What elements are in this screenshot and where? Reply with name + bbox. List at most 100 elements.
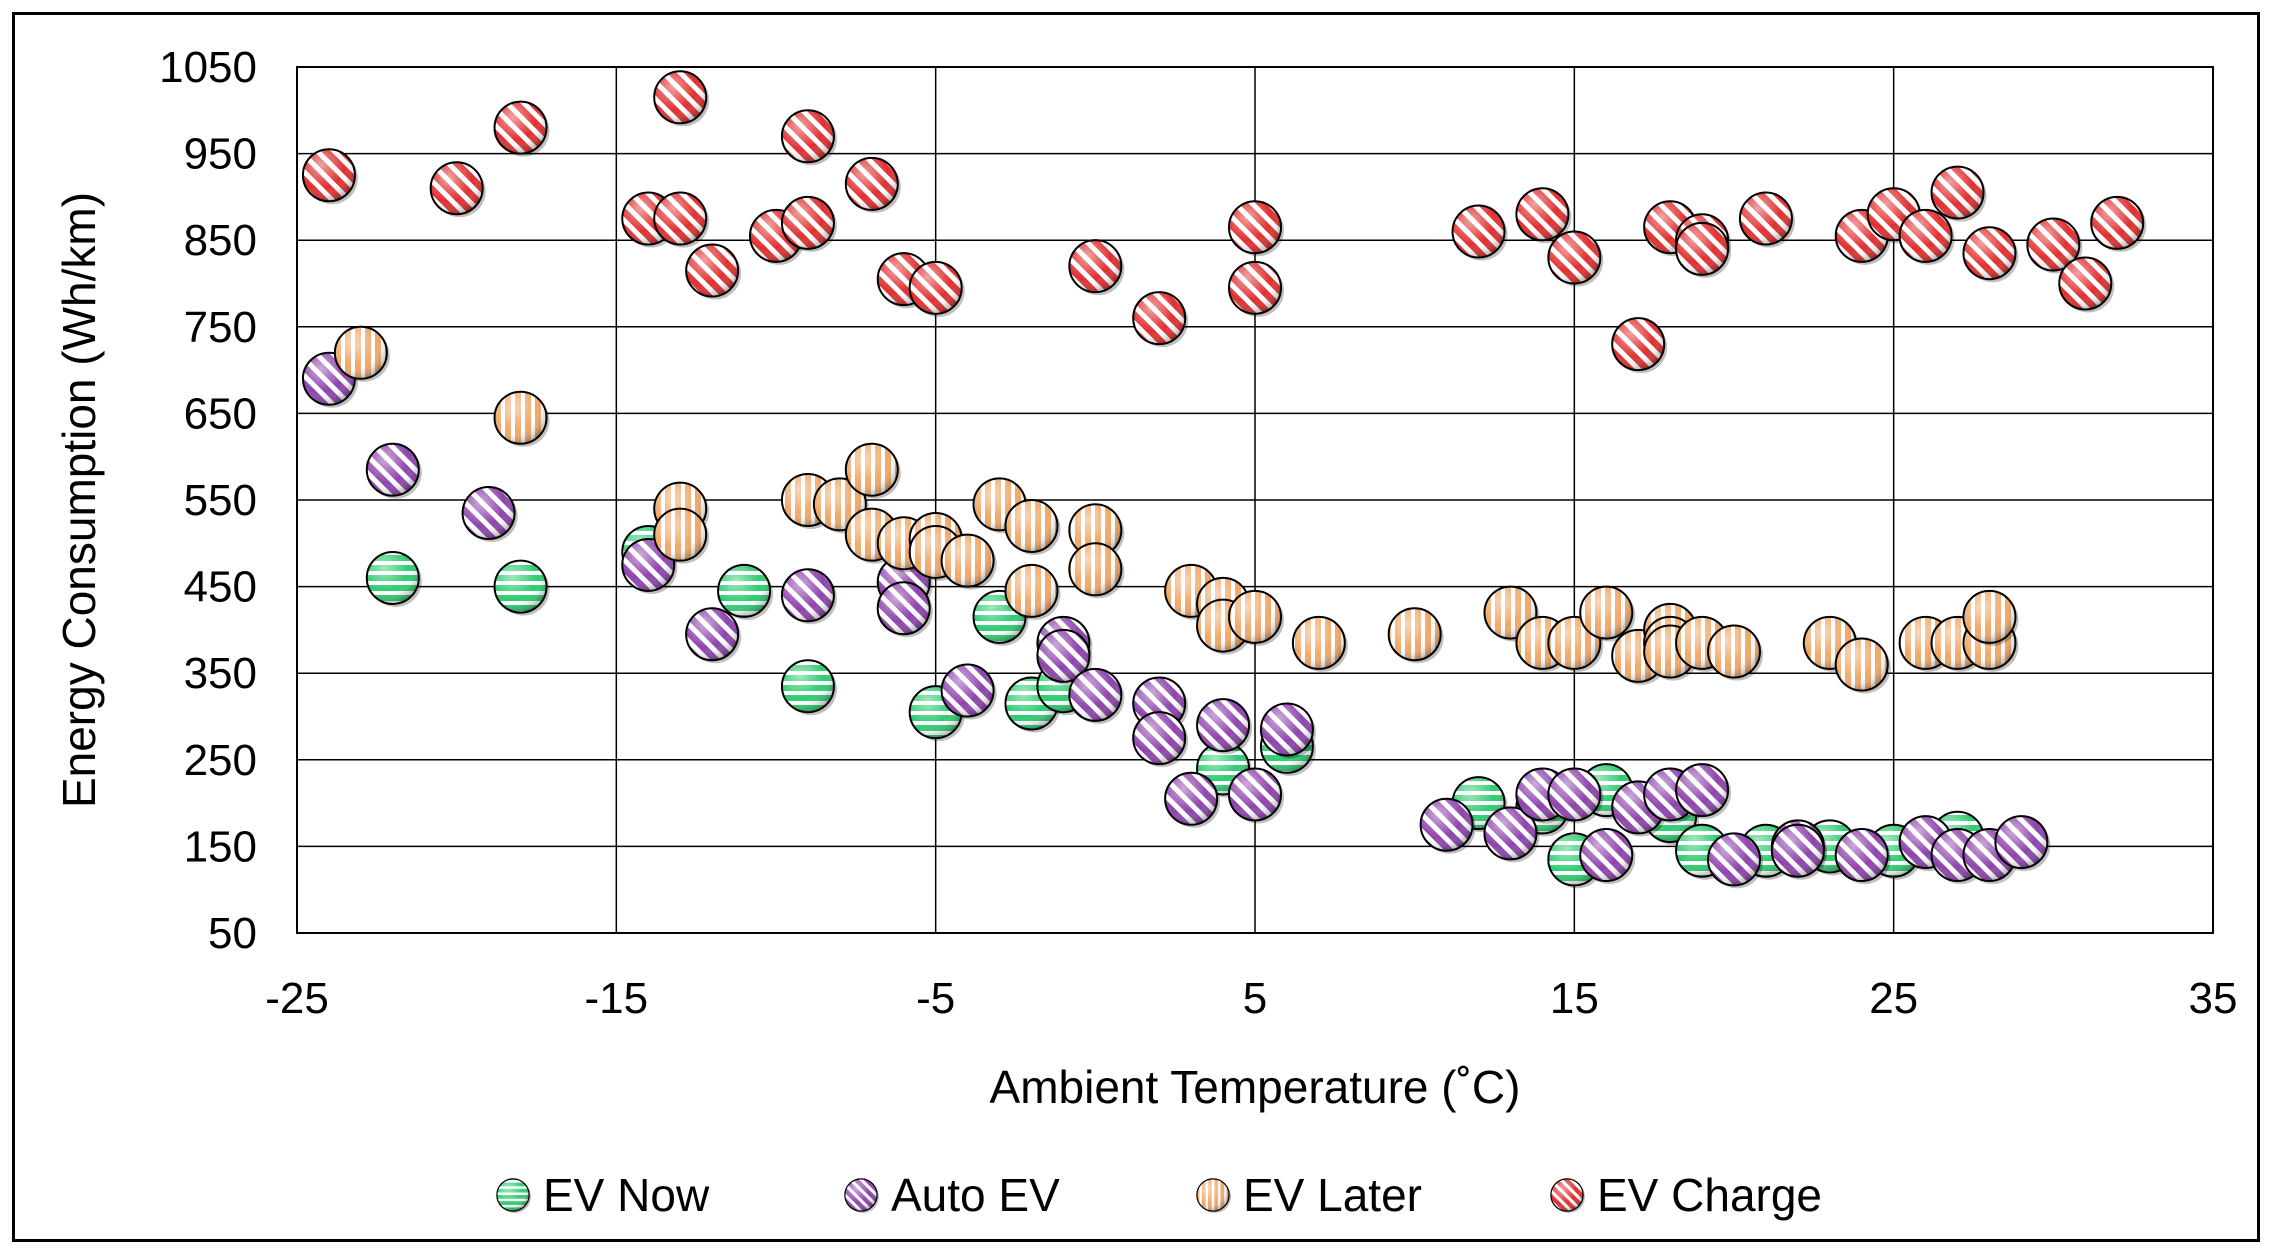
x-tick-label: 35 bbox=[2189, 974, 2238, 1023]
point-outline bbox=[1738, 191, 1793, 246]
data-point bbox=[1068, 542, 1125, 599]
y-tick-label: 450 bbox=[184, 563, 257, 612]
data-point bbox=[429, 161, 486, 218]
point-outline bbox=[1228, 200, 1282, 255]
y-tick-label: 350 bbox=[184, 649, 257, 698]
data-point bbox=[1132, 711, 1189, 768]
point-outline bbox=[1228, 767, 1282, 822]
data-point bbox=[1579, 585, 1636, 642]
point-outline bbox=[2026, 217, 2081, 272]
y-tick-label: 150 bbox=[184, 822, 257, 871]
point-outline bbox=[780, 109, 835, 164]
legend-label: EV Charge bbox=[1597, 1169, 1822, 1221]
data-point bbox=[301, 148, 358, 205]
point-outline bbox=[1004, 498, 1059, 553]
point-outline bbox=[1387, 607, 1442, 662]
legend-marker bbox=[1196, 1178, 1231, 1213]
point-outline bbox=[1068, 239, 1123, 294]
data-points bbox=[301, 70, 2147, 889]
data-point bbox=[1132, 291, 1189, 348]
point-outline bbox=[780, 659, 835, 714]
legend-item: Auto EV bbox=[844, 1169, 1060, 1221]
data-point bbox=[940, 663, 997, 720]
point-outline bbox=[1259, 702, 1314, 757]
x-axis-ticks: -25 -15 -5 5 15 25 35 bbox=[265, 974, 2237, 1023]
point-outline bbox=[1675, 221, 1730, 276]
point-outline bbox=[1036, 628, 1091, 683]
point-outline bbox=[1483, 806, 1538, 861]
data-point bbox=[1547, 230, 1604, 287]
data-point bbox=[653, 70, 710, 127]
data-point bbox=[1930, 165, 1987, 222]
point-outline bbox=[1834, 828, 1889, 883]
x-tick-label: -25 bbox=[265, 974, 329, 1023]
point-outline bbox=[496, 1178, 530, 1212]
data-point bbox=[844, 156, 901, 213]
data-point bbox=[844, 442, 901, 499]
data-point bbox=[1451, 204, 1508, 261]
y-tick-label: 750 bbox=[184, 303, 257, 352]
data-point bbox=[1228, 200, 1284, 257]
data-point bbox=[365, 442, 422, 499]
data-point bbox=[780, 568, 837, 625]
point-outline bbox=[876, 581, 931, 636]
data-point bbox=[780, 109, 837, 166]
data-point bbox=[365, 550, 422, 607]
point-outline bbox=[1898, 208, 1953, 263]
point-outline bbox=[1419, 797, 1474, 852]
point-outline bbox=[1707, 832, 1761, 887]
point-outline bbox=[1228, 589, 1282, 644]
point-outline bbox=[844, 1178, 878, 1212]
data-point bbox=[1962, 226, 2019, 283]
point-outline bbox=[429, 161, 484, 216]
data-point bbox=[1611, 317, 1668, 374]
point-outline bbox=[908, 260, 963, 315]
point-outline bbox=[365, 442, 420, 497]
point-outline bbox=[653, 507, 708, 562]
point-outline bbox=[653, 191, 708, 246]
data-point bbox=[685, 607, 742, 664]
data-point bbox=[780, 659, 837, 716]
legend-item: EV Later bbox=[1196, 1169, 1422, 1221]
y-axis-ticks: 50 150 250 350 450 550 650 750 850 950 1050 bbox=[159, 43, 257, 958]
data-point bbox=[940, 533, 997, 590]
data-point bbox=[2090, 195, 2147, 252]
x-axis-title: Ambient Temperature (˚C) bbox=[990, 1061, 1521, 1113]
data-point bbox=[1228, 767, 1284, 824]
point-outline bbox=[1675, 763, 1730, 818]
point-outline bbox=[1707, 624, 1761, 679]
point-outline bbox=[780, 568, 835, 623]
data-point bbox=[685, 243, 742, 300]
legend-marker bbox=[496, 1178, 531, 1213]
y-tick-label: 550 bbox=[184, 476, 257, 525]
point-outline bbox=[844, 442, 899, 497]
data-point bbox=[1770, 823, 1827, 880]
data-point bbox=[1483, 806, 1540, 863]
data-point bbox=[461, 485, 518, 542]
point-outline bbox=[1515, 187, 1570, 242]
y-axis-title: Energy Consumption (Wh/km) bbox=[53, 192, 105, 808]
legend-marker bbox=[844, 1178, 879, 1213]
data-point bbox=[1419, 797, 1476, 854]
data-point bbox=[1547, 767, 1604, 824]
x-tick-label: -15 bbox=[585, 974, 649, 1023]
data-point bbox=[1707, 832, 1763, 889]
point-outline bbox=[493, 100, 548, 155]
point-outline bbox=[780, 195, 835, 250]
point-outline bbox=[1579, 585, 1634, 640]
point-outline bbox=[301, 148, 356, 203]
legend-label: Auto EV bbox=[891, 1169, 1060, 1221]
data-point bbox=[1259, 702, 1316, 759]
point-outline bbox=[1834, 637, 1889, 692]
point-outline bbox=[685, 243, 740, 298]
y-tick-label: 50 bbox=[208, 909, 257, 958]
y-tick-label: 1050 bbox=[159, 43, 257, 92]
point-outline bbox=[1004, 563, 1059, 618]
data-point bbox=[1579, 828, 1636, 885]
data-point bbox=[1547, 615, 1604, 672]
y-tick-label: 250 bbox=[184, 736, 257, 785]
data-point bbox=[1036, 628, 1093, 685]
point-outline bbox=[1550, 1178, 1584, 1212]
data-point bbox=[1068, 239, 1125, 296]
data-point bbox=[876, 581, 933, 638]
